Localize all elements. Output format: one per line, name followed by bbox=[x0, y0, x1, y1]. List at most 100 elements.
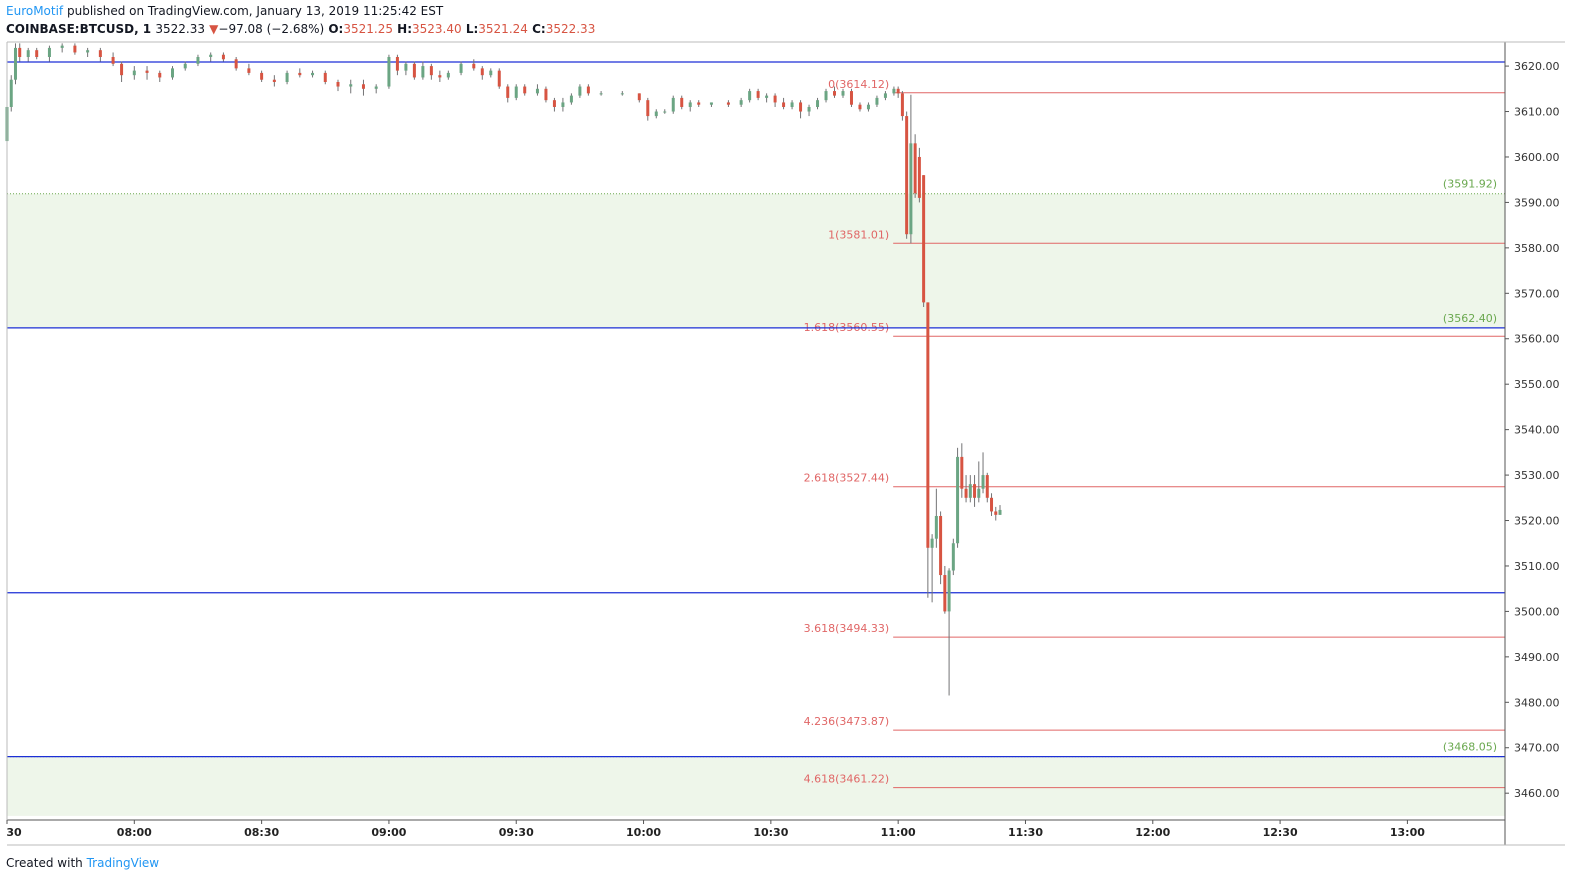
candle-body bbox=[221, 54, 225, 60]
author[interactable]: EuroMotif bbox=[6, 4, 64, 18]
fib-label: 2.618(3527.44) bbox=[804, 472, 890, 485]
brand[interactable]: TradingView bbox=[86, 856, 160, 870]
publish-line: EuroMotif published on TradingView.com, … bbox=[6, 4, 443, 18]
field-label: C: bbox=[532, 22, 546, 36]
candle-body bbox=[654, 111, 658, 117]
candle-body bbox=[726, 102, 730, 105]
candle-body bbox=[790, 102, 794, 107]
candle-body bbox=[98, 50, 102, 57]
candle-body bbox=[272, 79, 276, 82]
candle-body bbox=[285, 72, 289, 82]
candle-body bbox=[171, 68, 175, 78]
legend: COINBASE:BTCUSD, 1 3522.33 ▼−97.08 (−2.6… bbox=[6, 22, 595, 36]
candle-body bbox=[773, 95, 777, 103]
candle-body bbox=[395, 56, 399, 71]
candle-body bbox=[158, 72, 162, 78]
candles bbox=[5, 43, 1002, 696]
candle-body bbox=[883, 93, 887, 98]
candle-body bbox=[9, 79, 13, 107]
candle-body bbox=[489, 70, 493, 76]
field-label: H: bbox=[397, 22, 413, 36]
candle-body bbox=[833, 91, 837, 96]
candle-body bbox=[361, 84, 365, 89]
candle-body bbox=[973, 484, 977, 498]
candle-body bbox=[917, 156, 921, 198]
candle-body bbox=[765, 95, 769, 98]
candle-body bbox=[799, 102, 803, 112]
candle-body bbox=[709, 102, 713, 105]
y-tick-label: 3480.00 bbox=[1514, 696, 1560, 709]
candle-body bbox=[404, 63, 408, 71]
candle-body bbox=[951, 543, 955, 571]
candle-body bbox=[739, 100, 743, 105]
zone-label: (3591.92) bbox=[1443, 178, 1497, 191]
candle-body bbox=[497, 70, 501, 87]
candle-body bbox=[866, 104, 870, 110]
field-label: L: bbox=[465, 22, 479, 36]
candle-body bbox=[586, 86, 590, 94]
candle-body bbox=[841, 91, 845, 96]
candle-body bbox=[756, 91, 760, 98]
candle-body bbox=[782, 102, 786, 107]
candle-body bbox=[569, 95, 573, 103]
y-tick-label: 3530.00 bbox=[1514, 469, 1560, 482]
candle-body bbox=[875, 97, 879, 105]
candle-body bbox=[86, 50, 90, 53]
y-tick-label: 3550.00 bbox=[1514, 378, 1560, 391]
candle-body bbox=[349, 84, 353, 87]
candle-body bbox=[13, 47, 17, 80]
candle-body bbox=[111, 56, 115, 64]
candle-body bbox=[387, 56, 391, 87]
candle-body bbox=[646, 100, 650, 117]
candle-body bbox=[994, 511, 998, 515]
x-tick-label: 10:00 bbox=[626, 826, 661, 839]
candle-body bbox=[535, 88, 539, 94]
candle-body bbox=[909, 143, 913, 235]
candle-body bbox=[145, 70, 149, 73]
field-label: O: bbox=[328, 22, 344, 36]
y-tick-label: 3580.00 bbox=[1514, 242, 1560, 255]
arrow: ▼ bbox=[209, 22, 219, 36]
candle-body bbox=[18, 47, 22, 57]
candle-body bbox=[514, 86, 518, 98]
candle-body bbox=[480, 68, 484, 76]
footer: Created with TradingView bbox=[6, 856, 159, 870]
candle-body bbox=[561, 102, 565, 107]
candle-body bbox=[260, 72, 264, 80]
candle-body bbox=[943, 575, 947, 612]
fib-label: 4.618(3461.22) bbox=[804, 773, 890, 786]
x-tick-label: 30 bbox=[6, 826, 22, 839]
candle-body bbox=[637, 93, 641, 101]
x-tick-label: 08:30 bbox=[244, 826, 279, 839]
fib-label: 0(3614.12) bbox=[828, 78, 889, 91]
candle-body bbox=[981, 475, 985, 489]
candle-body bbox=[816, 100, 820, 107]
candle-body bbox=[671, 97, 675, 112]
ohlc-fields: O:3521.25 H:3523.40 L:3521.24 C:3522.33 bbox=[328, 22, 595, 36]
change: −97.08 (−2.68%) bbox=[218, 22, 325, 36]
candle-body bbox=[311, 72, 315, 76]
candle-body bbox=[896, 88, 900, 94]
candle-body bbox=[748, 91, 752, 101]
y-tick-label: 3520.00 bbox=[1514, 515, 1560, 528]
candle-body bbox=[234, 59, 238, 69]
candle-body bbox=[552, 100, 556, 107]
zone bbox=[7, 193, 1505, 328]
x-tick-label: 08:00 bbox=[117, 826, 152, 839]
field-value: 3522.33 bbox=[545, 22, 596, 36]
zone bbox=[7, 756, 1505, 816]
candle-body bbox=[374, 86, 378, 89]
candle-body bbox=[421, 66, 425, 78]
y-tick-label: 3620.00 bbox=[1514, 60, 1560, 73]
zone-label: (3562.40) bbox=[1443, 312, 1497, 325]
candle-body bbox=[956, 456, 960, 544]
candle-body bbox=[183, 63, 187, 69]
x-tick-label: 11:30 bbox=[1008, 826, 1043, 839]
symbol: COINBASE:BTCUSD, 1 bbox=[6, 22, 152, 36]
candle-body bbox=[922, 175, 926, 303]
candle-body bbox=[688, 102, 692, 107]
y-tick-label: 3590.00 bbox=[1514, 196, 1560, 209]
candle-body bbox=[930, 538, 934, 548]
candle-body bbox=[209, 54, 213, 57]
